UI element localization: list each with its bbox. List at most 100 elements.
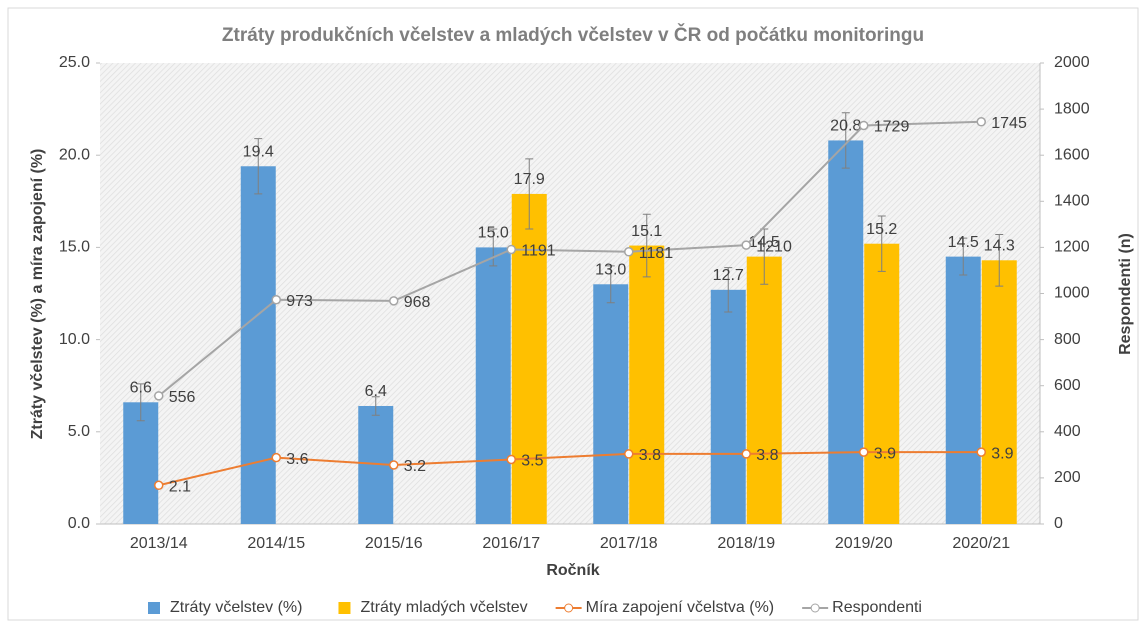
data-label: 3.9 [991, 445, 1013, 462]
error-bar [254, 138, 263, 195]
line-point [741, 449, 751, 459]
data-label: 3.6 [286, 451, 308, 468]
legend-swatch [810, 603, 820, 613]
legend-label: Míra zapojení včelstva (%) [586, 599, 775, 616]
line-point [389, 460, 399, 470]
data-label: 17.9 [514, 171, 545, 188]
bar [981, 260, 1017, 524]
line-point [389, 296, 399, 306]
error-bar [606, 265, 615, 304]
y-axis-label: Ztráty včelstev (%) a míra zapojení (%) [29, 149, 46, 440]
bar [240, 166, 276, 524]
legend-swatch [338, 602, 351, 614]
x-tick-label: 2019/20 [835, 535, 893, 552]
bar [746, 256, 782, 524]
x-tick-label: 2018/19 [717, 535, 775, 552]
data-label: 20.8 [830, 118, 861, 135]
line-point [976, 447, 986, 457]
y-tick-label: 10.0 [59, 331, 90, 348]
x-axis-label: Ročník [546, 562, 599, 579]
error-bar [136, 383, 145, 422]
data-label: 1181 [639, 245, 674, 262]
data-label: 968 [404, 294, 431, 311]
line-point [271, 294, 281, 305]
line [158, 451, 982, 487]
chart-title: Ztráty produkčních včelstev a mladých vč… [222, 24, 924, 46]
legend-swatch [148, 602, 160, 614]
y2-tick-label: 400 [1054, 423, 1081, 440]
data-label: 1210 [756, 238, 792, 255]
bar [945, 256, 981, 524]
data-label: 1191 [521, 243, 556, 260]
y2-axis-label: Respondenti (n) [1117, 233, 1134, 355]
error-bar [959, 237, 968, 276]
legend-swatch [564, 603, 574, 613]
data-label: 973 [286, 293, 313, 310]
x-tick-label: 2015/16 [365, 535, 423, 552]
y2-tick-label: 200 [1054, 469, 1081, 486]
line-point [859, 120, 869, 131]
y2-tick-label: 0 [1054, 515, 1063, 532]
line-point [859, 447, 869, 457]
line-point [624, 449, 634, 459]
error-bar [489, 228, 498, 267]
line-point [976, 117, 986, 127]
legend-label: Ztráty mladých včelstev [360, 599, 527, 616]
data-label: 3.2 [404, 458, 426, 475]
data-label: 15.0 [478, 225, 509, 242]
legend-label: Respondenti [832, 599, 922, 616]
data-label: 3.5 [521, 453, 543, 470]
y2-tick-label: 1400 [1054, 193, 1090, 210]
data-label: 2.1 [169, 478, 191, 495]
error-bar [371, 396, 380, 416]
bar [864, 243, 900, 524]
bar [475, 247, 511, 524]
x-tick-label: 2014/15 [247, 535, 305, 552]
line-point [271, 452, 281, 463]
data-label: 3.9 [874, 445, 896, 462]
line-point [624, 247, 634, 257]
line-point [154, 480, 164, 491]
y2-tick-label: 1200 [1054, 239, 1090, 256]
y-tick-label: 25.0 [59, 54, 90, 71]
line [158, 120, 982, 397]
y-tick-label: 20.0 [59, 146, 90, 163]
x-tick-label: 2017/18 [600, 535, 658, 552]
data-label: 3.8 [639, 447, 661, 464]
error-bar [841, 112, 850, 169]
bar [828, 140, 864, 524]
data-label: 15.2 [866, 221, 897, 238]
y2-tick-label: 2000 [1054, 54, 1090, 71]
data-label: 3.8 [756, 447, 778, 464]
data-label: 14.5 [948, 234, 979, 251]
error-bar [525, 158, 534, 230]
y2-tick-label: 600 [1054, 377, 1081, 394]
data-label: 19.4 [243, 143, 274, 160]
line-point [741, 240, 751, 250]
error-bar [995, 233, 1004, 287]
x-tick-label: 2016/17 [482, 535, 540, 552]
y-tick-label: 0.0 [68, 515, 90, 532]
data-label: 6.4 [365, 383, 387, 400]
y2-tick-label: 1800 [1054, 100, 1090, 117]
data-label: 6.6 [130, 380, 152, 397]
error-bar [724, 267, 733, 313]
data-label: 12.7 [713, 267, 744, 284]
line-point [506, 454, 516, 465]
data-label: 556 [169, 389, 196, 406]
data-label: 14.3 [984, 238, 1015, 255]
legend-label: Ztráty včelstev (%) [170, 599, 302, 616]
line-point [506, 244, 516, 255]
y2-tick-label: 800 [1054, 331, 1081, 348]
data-label: 15.1 [631, 223, 662, 240]
y2-tick-label: 1600 [1054, 146, 1090, 163]
line-point [154, 391, 164, 401]
bar [123, 402, 159, 524]
data-label: 14.5 [749, 234, 780, 251]
bar [710, 289, 746, 524]
x-tick-label: 2020/21 [952, 535, 1010, 552]
error-bar [877, 215, 886, 272]
data-label: 1745 [991, 115, 1027, 132]
bar [629, 245, 665, 524]
